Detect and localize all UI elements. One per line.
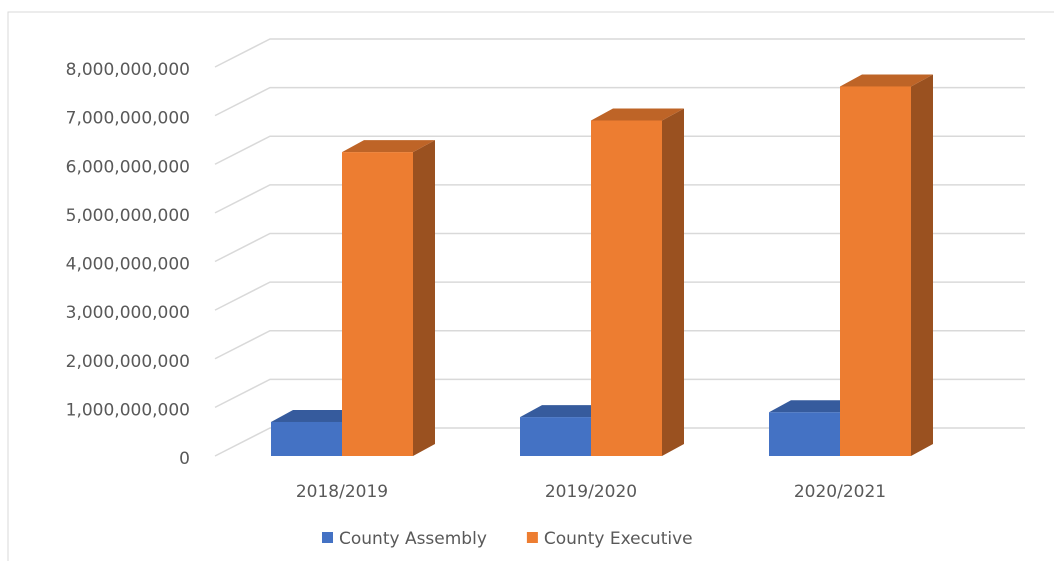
legend-label: County Assembly	[339, 529, 487, 549]
y-tick-label: 0	[179, 449, 190, 469]
grid-line	[214, 184, 1025, 214]
bar-top	[342, 140, 435, 153]
bar-top	[520, 405, 613, 418]
y-tick-label: 2,000,000,000	[66, 352, 190, 372]
chart-frame	[7, 11, 1054, 565]
x-tick-label: 2020/2021	[794, 482, 886, 502]
bar-side	[413, 140, 435, 456]
grid-line	[214, 86, 1025, 117]
grid-line	[214, 135, 1025, 165]
grid-line	[214, 232, 1025, 263]
bar-side	[911, 74, 933, 456]
bar-top	[769, 400, 862, 413]
y-tick-label: 1,000,000,000	[66, 400, 190, 420]
grid-line	[214, 281, 1025, 311]
bar	[342, 152, 413, 456]
y-tick-label: 4,000,000,000	[66, 255, 190, 275]
grid-line	[214, 38, 1025, 68]
grid-line	[214, 378, 1025, 409]
bar-top	[840, 74, 933, 87]
bar	[840, 86, 911, 456]
bar	[769, 412, 840, 456]
bar	[271, 421, 342, 456]
bar	[520, 417, 591, 456]
y-tick-label: 6,000,000,000	[66, 157, 190, 177]
bar-side	[662, 108, 684, 457]
y-tick-label: 8,000,000,000	[66, 60, 190, 80]
y-tick-label: 5,000,000,000	[66, 206, 190, 226]
bar	[591, 120, 662, 457]
grid-line	[214, 330, 1025, 360]
legend-swatch	[526, 532, 538, 543]
y-tick-label: 3,000,000,000	[66, 303, 190, 323]
bar-top	[271, 409, 364, 422]
legend-swatch	[322, 532, 333, 543]
y-tick-label: 7,000,000,000	[66, 109, 190, 129]
x-tick-label: 2019/2020	[545, 482, 637, 502]
bar-top	[591, 108, 684, 121]
x-tick-label: 2018/2019	[296, 482, 388, 502]
legend-label: County Executive	[544, 529, 693, 549]
